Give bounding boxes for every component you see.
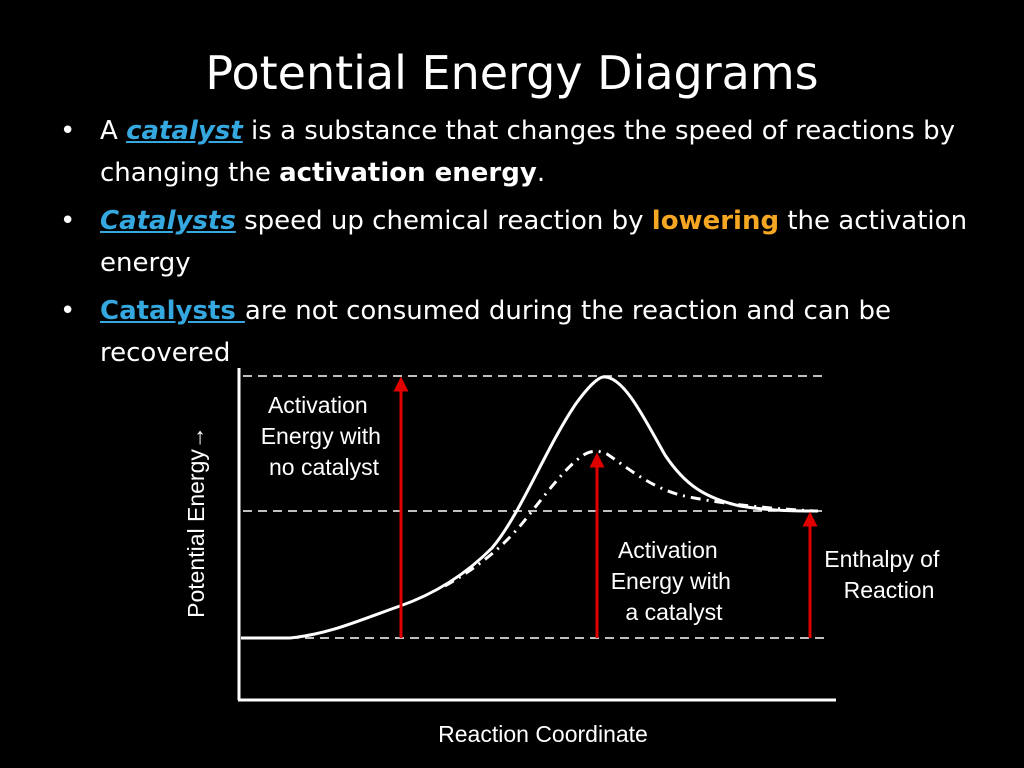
bullet-text: are not consumed during the reaction and… bbox=[100, 296, 891, 368]
catalysts-term: Catalysts bbox=[100, 206, 236, 236]
x-axis-label: Reaction Coordinate bbox=[438, 721, 648, 747]
activation-energy-term: activation energy bbox=[279, 158, 537, 188]
bullet-text: . bbox=[536, 158, 546, 188]
bullet-catalysts-lower: • Catalysts speed up chemical reaction by… bbox=[56, 200, 986, 284]
bullet-icon: • bbox=[60, 296, 76, 326]
bullet-list: • A catalyst is a substance that changes … bbox=[56, 110, 986, 380]
bullet-catalyst-definition: • A catalyst is a substance that changes … bbox=[56, 110, 986, 194]
y-axis-label: Potential Energy→ bbox=[183, 426, 209, 618]
slide-title: Potential Energy Diagrams bbox=[205, 46, 819, 100]
bullet-text: is a substance that changes the speed of… bbox=[100, 116, 955, 188]
enthalpy-label: Enthalpy of Reaction bbox=[824, 546, 945, 603]
catalyst-term: catalyst bbox=[126, 116, 243, 146]
catalysts-term: Catalysts bbox=[100, 296, 245, 326]
lowering-term: lowering bbox=[651, 206, 780, 236]
catalyzed-curve bbox=[444, 449, 816, 588]
bullet-icon: • bbox=[60, 116, 76, 146]
bullet-not-consumed: • Catalysts are not consumed during the r… bbox=[56, 290, 986, 374]
bullet-text: speed up chemical reaction by bbox=[235, 206, 652, 236]
bullet-text: the activation energy bbox=[100, 206, 968, 278]
bullet-text: A bbox=[100, 116, 127, 146]
activation-with-catalyst-label: Activation Energy with a catalyst bbox=[611, 537, 738, 625]
activation-no-catalyst-label: Activation Energy with no catalyst bbox=[261, 392, 388, 480]
bullet-icon: • bbox=[60, 206, 76, 236]
